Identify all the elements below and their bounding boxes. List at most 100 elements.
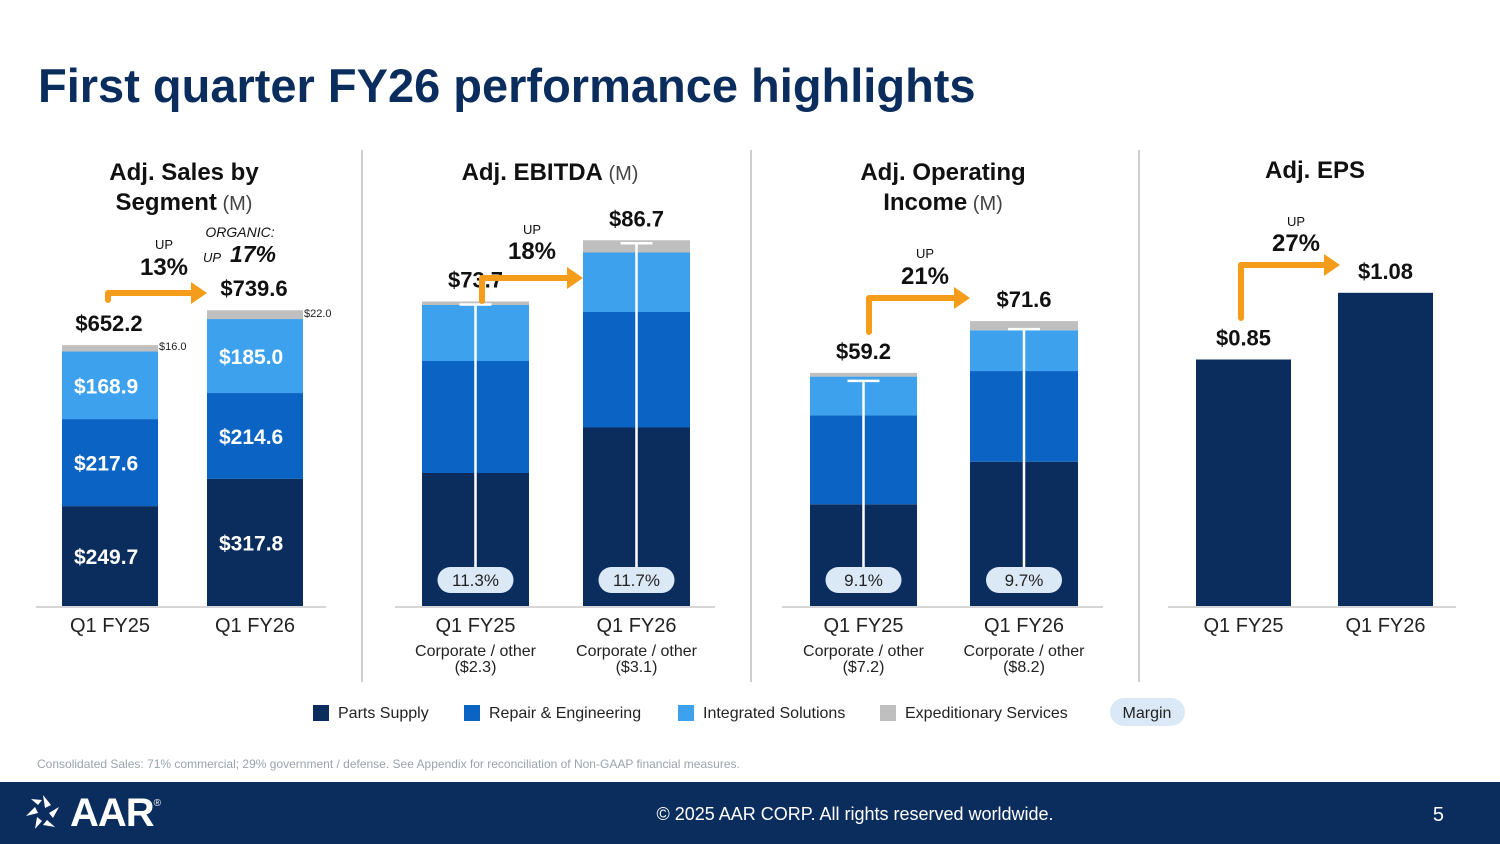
legend-label-4: Expeditionary Services [905,705,1068,722]
chart1-bar-q1fy26-seg-2-label: $214.6 [219,426,283,449]
chart1-bar-q1fy25-seg-1-label: $249.7 [74,546,138,569]
chart2-growth-arrow-head [567,267,583,289]
chart3-title-unit: (M) [967,193,1003,215]
chart2-title-line-1: Adj. EBITDA (M) [462,159,639,186]
chart1-growth-arrow [105,282,207,304]
page-title: First quarter FY26 performance highlight… [38,59,976,112]
chart3-growth-up-label: UP [916,246,934,261]
chart1-category-q1fy26: Q1 FY26 [215,615,295,637]
chart3-growth-value: 21% [901,263,949,290]
legend-margin-label: Margin [1123,705,1172,722]
footer-bar: AAR ® © 2025 AAR CORP. All rights reserv… [0,782,1500,844]
chart1-bar-q1fy25-seg-4 [62,345,158,352]
chart3-bar-q1fy26-total-label: $71.6 [996,287,1051,312]
chart3-margin-pill-q1fy26-bg [986,567,1062,593]
chart1-bar-q1fy26-seg-3-label: $185.0 [219,346,283,369]
chart3-growth-arrow-head [954,287,970,309]
legend-label-1: Parts Supply [338,705,429,722]
chart1-bar-q1fy26-total-label: $739.6 [220,276,287,301]
chart4-growth-arrow-head [1324,254,1340,276]
legend-margin-pill-bg [1110,698,1185,726]
chart3-growth-arrow [866,287,970,335]
chart2-growth-up-label: UP [523,222,541,237]
legend-label-3: Integrated Solutions [703,705,845,722]
chart1-organic-label: ORGANIC: [205,224,274,240]
legend-margin-pill: Margin [1110,698,1185,726]
chart2-margin-pill-q1fy25-bg [437,567,514,593]
chart4-bar-q1fy25-total-label: $0.85 [1216,326,1271,351]
chart2-growth-arrow-line [479,275,572,304]
chart3-bar-q1fy25-total-label: $59.2 [836,339,891,364]
legend-swatch-1 [313,705,329,721]
chart3-corporate-label-q1fy25: Corporate / other [803,643,925,660]
chart1-bar-q1fy26-seg-4 [207,310,303,320]
chart1-growth-arrow-line [105,290,196,303]
chart2-corporate-label-q1fy25: Corporate / other [415,643,537,660]
chart2-category-q1fy25: Q1 FY25 [435,615,515,637]
chart2-margin-pill-q1fy26-bg [598,567,675,593]
chart3-category-q1fy26: Q1 FY26 [984,615,1064,637]
footnote: Consolidated Sales: 71% commercial; 29% … [37,757,740,771]
chart1-growth-arrow-head [191,282,207,304]
chart2-margin-pill-q1fy26-text: 11.7% [613,571,660,590]
chart1-bar-q1fy26-seg-1 [207,478,303,606]
chart1-title-unit: (M) [217,193,253,215]
chart3-margin-pill-q1fy26: 9.7% [986,567,1062,593]
chart1-bar-q1fy25-seg-4-label: $16.0 [159,341,187,353]
aar-swirl-icon [26,795,59,829]
chart3-margin-pill-q1fy25: 9.1% [825,567,902,593]
chart3-corporate-value-q1fy26: ($8.2) [1003,659,1045,676]
chart3-bar-q1fy25-seg-4 [810,372,917,377]
chart1-title-line-1: Adj. Sales by [109,159,259,186]
chart3-margin-pill-q1fy26-text: 9.7% [1005,571,1044,590]
chart1-bar-q1fy25-total-label: $652.2 [75,311,142,336]
aar-logo: AAR ® [22,790,161,835]
page-number: 5 [1432,804,1444,826]
chart4-category-q1fy26: Q1 FY26 [1345,615,1425,637]
chart2-margin-pill-q1fy26: 11.7% [598,567,675,593]
chart3-bar-q1fy26-seg-4 [970,321,1078,331]
chart4-growth-up-label: UP [1287,214,1305,229]
chart2-corporate-value-q1fy25: ($2.3) [455,659,497,676]
legend-swatch-3 [678,705,694,721]
chart2-growth-arrow [479,267,583,304]
chart1-growth-value: 13% [140,254,188,281]
chart4-bar-q1fy26-total-label: $1.08 [1358,259,1413,284]
chart2-corporate-value-q1fy26: ($3.1) [616,659,658,676]
legend-swatch-2 [464,705,480,721]
chart4-growth-value: 27% [1272,230,1320,257]
chart2-category-q1fy26: Q1 FY26 [596,615,676,637]
chart1-title-line-2: Segment (M) [116,189,253,216]
logo-text: AAR [70,790,155,835]
chart1-organic-value: 17% [230,241,276,267]
chart1-organic-up-label: UP [203,250,221,265]
chart2-title-unit: (M) [603,163,639,185]
chart1-growth-up-label: UP [155,237,173,252]
chart2-bar-q1fy26-total-label: $86.7 [609,206,664,231]
chart3-growth-arrow-line [866,295,959,335]
chart3-corporate-label-q1fy26: Corporate / other [964,643,1086,660]
chart4-growth-arrow-line [1238,262,1329,321]
chart3-title-line-1: Adj. Operating [860,159,1025,186]
charts-canvas: Adj. Sales by Segment (M) $249.7 $217.6 $168… [36,150,1456,726]
chart1-bar-q1fy26-seg-4-label: $22.0 [304,308,332,320]
chart1-category-q1fy25: Q1 FY25 [70,615,150,637]
chart4-title-line-1: Adj. EPS [1265,157,1365,184]
chart1-bar-q1fy25-seg-3-label: $168.9 [74,375,138,398]
legend-label-2: Repair & Engineering [489,705,641,722]
legend-swatch-4 [880,705,896,721]
chart4-bar-q1fy26 [1338,292,1433,606]
chart3-margin-pill-q1fy25-bg [825,567,902,593]
copyright-text: © 2025 AAR CORP. All rights reserved wor… [656,804,1054,824]
chart2-margin-pill-q1fy25: 11.3% [437,567,514,593]
chart3-corporate-value-q1fy25: ($7.2) [843,659,885,676]
chart1-bar-q1fy25-seg-2-label: $217.6 [74,453,138,476]
chart1-bar-q1fy25-seg-2 [62,419,158,507]
chart1-bar-q1fy25-seg-3 [62,351,158,420]
chart4-bar-q1fy25 [1196,359,1291,606]
chart3-category-q1fy25: Q1 FY25 [823,615,903,637]
chart2-growth-value: 18% [508,238,556,265]
chart2-corporate-label-q1fy26: Corporate / other [576,643,698,660]
chart1-bar-q1fy25-seg-1 [62,506,158,606]
chart1-bar-q1fy26-seg-1-label: $317.8 [219,532,284,555]
